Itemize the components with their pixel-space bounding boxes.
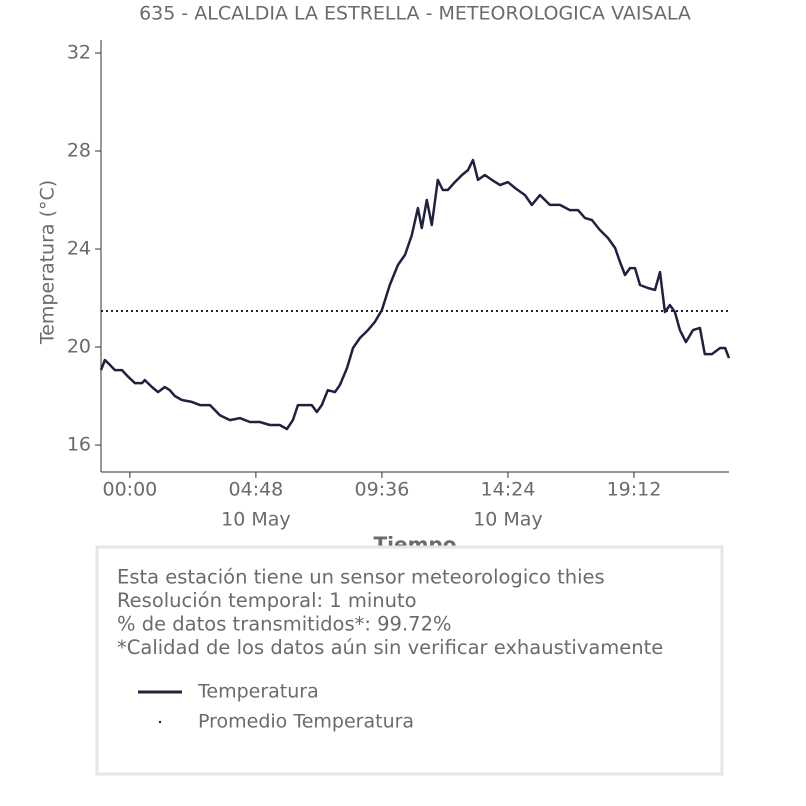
chart-title: 635 - ALCALDIA LA ESTRELLA - METEOROLOGI…	[139, 3, 691, 25]
x-tick-date: 10 May	[221, 509, 291, 531]
legend-label: Temperatura	[197, 681, 319, 703]
legend-dot	[158, 720, 162, 724]
x-tick-label: 09:36	[355, 479, 410, 501]
y-tick-label: 16	[67, 434, 91, 456]
y-tick-label: 20	[67, 336, 91, 358]
info-line: *Calidad de los datos aún sin verificar …	[117, 636, 663, 659]
y-tick-label: 28	[67, 140, 91, 162]
x-tick-label: 04:48	[229, 479, 284, 501]
legend-label: Promedio Temperatura	[198, 711, 414, 733]
info-line: % de datos transmitidos*: 99.72%	[117, 613, 452, 636]
info-line: Esta estación tiene un sensor meteorolog…	[117, 566, 605, 589]
y-tick-label: 24	[67, 238, 91, 260]
y-axis-label: Temperatura (°C)	[37, 180, 59, 345]
line-series	[99, 158, 731, 431]
info-box	[95, 545, 724, 776]
x-tick-label: 00:00	[102, 479, 157, 501]
x-tick-label: 19:12	[607, 479, 662, 501]
info-line: Resolución temporal: 1 minuto	[117, 589, 417, 612]
x-tick-label: 14:24	[481, 479, 536, 501]
x-tick-date: 10 May	[473, 509, 543, 531]
y-tick-label: 32	[67, 42, 91, 64]
